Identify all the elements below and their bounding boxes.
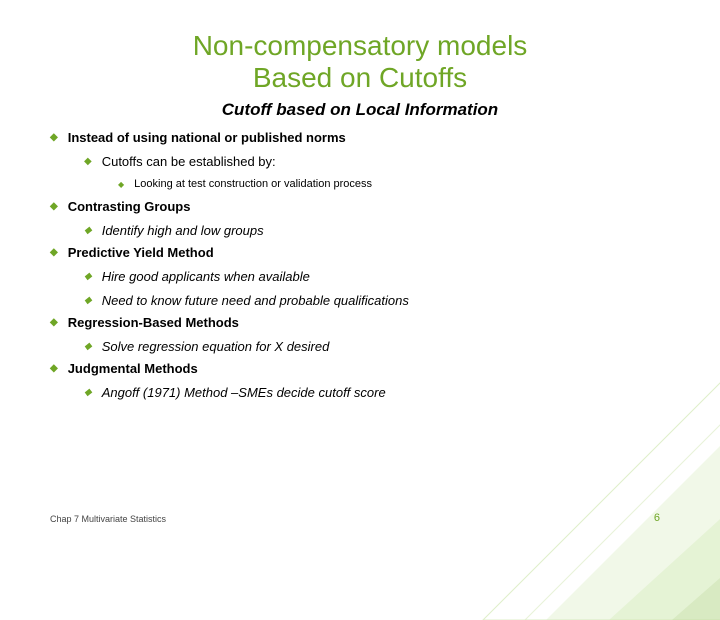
title-line2: Based on Cutoffs bbox=[253, 62, 467, 93]
bullet-l3: ◆ Looking at test construction or valida… bbox=[118, 178, 670, 192]
bullet-text: Angoff (1971) Method –SMEs decide cutoff… bbox=[102, 385, 386, 400]
bullet-text: Regression-Based Methods bbox=[68, 315, 239, 330]
bullet-l2: ◆ Need to know future need and probable … bbox=[84, 293, 670, 309]
bullet-text: Predictive Yield Method bbox=[68, 245, 214, 260]
bullet-text: Solve regression equation for X desired bbox=[102, 339, 330, 354]
bullet-text: Cutoffs can be established by: bbox=[102, 154, 276, 169]
bullet-l1: ◆ Predictive Yield Method bbox=[50, 245, 670, 261]
slide: Non-compensatory models Based on Cutoffs… bbox=[0, 0, 720, 540]
diamond-bullet-icon: ◆ bbox=[118, 178, 124, 192]
diamond-bullet-icon: ◆ bbox=[50, 315, 58, 331]
diamond-bullet-icon: ◆ bbox=[50, 130, 58, 146]
diamond-bullet-icon: ◆ bbox=[84, 154, 92, 170]
diamond-bullet-icon: ◆ bbox=[84, 269, 92, 285]
diamond-bullet-icon: ◆ bbox=[84, 385, 92, 401]
slide-subtitle: Cutoff based on Local Information bbox=[50, 100, 670, 120]
page-number: 6 bbox=[654, 512, 660, 524]
bullet-text: Instead of using national or published n… bbox=[68, 130, 346, 145]
bullet-text: Need to know future need and probable qu… bbox=[102, 293, 409, 308]
bullet-l1: ◆ Regression-Based Methods bbox=[50, 315, 670, 331]
diamond-bullet-icon: ◆ bbox=[84, 293, 92, 309]
diamond-bullet-icon: ◆ bbox=[50, 245, 58, 261]
title-line1: Non-compensatory models bbox=[193, 30, 528, 61]
diamond-bullet-icon: ◆ bbox=[50, 361, 58, 377]
bullet-l2: ◆ Solve regression equation for X desire… bbox=[84, 339, 670, 355]
bullet-l1: ◆ Instead of using national or published… bbox=[50, 130, 670, 146]
bullet-text: Judgmental Methods bbox=[68, 361, 198, 376]
bullet-text: Identify high and low groups bbox=[102, 223, 264, 238]
content-area: ◆ Instead of using national or published… bbox=[50, 130, 670, 400]
bullet-text: Contrasting Groups bbox=[68, 199, 191, 214]
diamond-bullet-icon: ◆ bbox=[84, 223, 92, 239]
footer-text: Chap 7 Multivariate Statistics bbox=[50, 514, 166, 524]
slide-title: Non-compensatory models Based on Cutoffs bbox=[50, 30, 670, 94]
bullet-l2: ◆ Cutoffs can be established by: bbox=[84, 154, 670, 170]
bullet-l1: ◆ Judgmental Methods bbox=[50, 361, 670, 377]
diamond-bullet-icon: ◆ bbox=[84, 339, 92, 355]
bullet-text: Looking at test construction or validati… bbox=[134, 178, 372, 190]
bullet-l2: ◆ Angoff (1971) Method –SMEs decide cuto… bbox=[84, 385, 670, 401]
diamond-bullet-icon: ◆ bbox=[50, 199, 58, 215]
bullet-l2: ◆ Identify high and low groups bbox=[84, 223, 670, 239]
bullet-text: Hire good applicants when available bbox=[102, 269, 310, 284]
bullet-l2: ◆ Hire good applicants when available bbox=[84, 269, 670, 285]
bullet-l1: ◆ Contrasting Groups bbox=[50, 199, 670, 215]
